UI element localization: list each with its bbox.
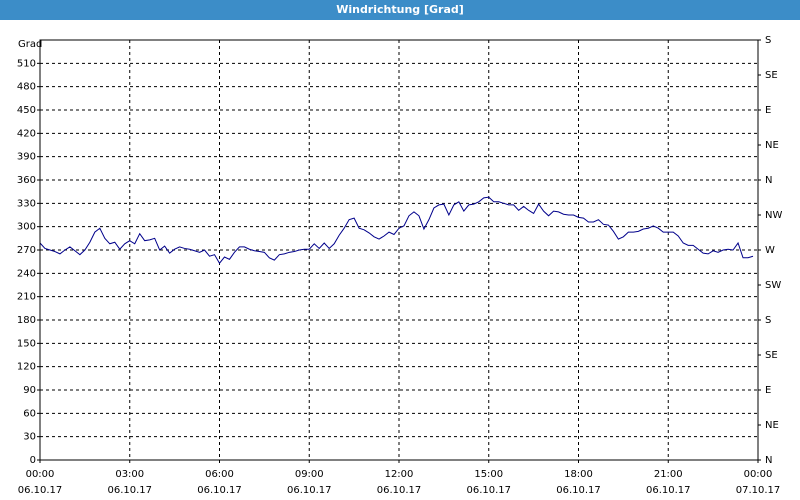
- y2-tick-label: W: [765, 245, 775, 256]
- x-tick-label: 09:00: [295, 469, 324, 480]
- y-tick-label: 120: [17, 362, 36, 373]
- y-tick-label: 270: [17, 245, 36, 256]
- y-tick-label: 150: [17, 338, 36, 349]
- x-tick-date: 06.10.17: [646, 485, 691, 496]
- y2-tick-label: NE: [765, 420, 779, 431]
- x-tick-date: 06.10.17: [556, 485, 601, 496]
- x-tick-date: 06.10.17: [18, 485, 63, 496]
- y-tick-label: 0: [30, 455, 36, 466]
- x-tick-date: 06.10.17: [377, 485, 422, 496]
- y-tick-label: 240: [17, 268, 36, 279]
- y2-tick-label: S: [765, 35, 771, 46]
- y-tick-label: 300: [17, 222, 36, 233]
- y-axis-label: Grad: [18, 39, 42, 50]
- y-tick-label: 480: [17, 82, 36, 93]
- y2-tick-label: SE: [765, 350, 778, 361]
- y-tick-label: 30: [23, 432, 36, 443]
- y-tick-label: 210: [17, 292, 36, 303]
- x-tick-label: 03:00: [115, 469, 144, 480]
- y2-tick-label: E: [765, 105, 771, 116]
- y-tick-label: 360: [17, 175, 36, 186]
- line-series: [39, 196, 754, 265]
- y2-tick-label: NE: [765, 140, 779, 151]
- y-tick-label: 420: [17, 128, 36, 139]
- y-tick-label: 510: [17, 58, 36, 69]
- labels: 0 30 60 90 120 150 180 210 240 270 300 330 360 390 420…: [17, 35, 783, 496]
- x-tick-date: 06.10.17: [107, 485, 152, 496]
- x-tick-date: 06.10.17: [466, 485, 511, 496]
- x-tick-label: 18:00: [564, 469, 593, 480]
- y-tick-label: 180: [17, 315, 36, 326]
- x-tick-label: 06:00: [205, 469, 234, 480]
- y-tick-label: 390: [17, 152, 36, 163]
- x-tick-label: 15:00: [474, 469, 503, 480]
- y-tick-label: 450: [17, 105, 36, 116]
- y-tick-label: 330: [17, 198, 36, 209]
- y2-tick-label: N: [765, 175, 772, 186]
- x-tick-date: 06.10.17: [287, 485, 332, 496]
- x-tick-label: 21:00: [654, 469, 683, 480]
- y-tick-label: 60: [23, 408, 36, 419]
- y2-tick-label: E: [765, 385, 771, 396]
- y2-tick-label: S: [765, 315, 771, 326]
- plot: [39, 196, 754, 265]
- y2-tick-label: N: [765, 455, 772, 466]
- title-bar: [0, 0, 800, 20]
- chart-title: Windrichtung [Grad]: [336, 3, 464, 16]
- x-tick-label: 00:00: [26, 469, 55, 480]
- x-tick-label: 12:00: [385, 469, 414, 480]
- x-tick-label: 00:00: [744, 469, 773, 480]
- x-tick-date: 06.10.17: [197, 485, 242, 496]
- y2-tick-label: SE: [765, 70, 778, 81]
- y2-tick-label: SW: [765, 280, 781, 291]
- y-tick-label: 90: [23, 385, 36, 396]
- grid: [39, 40, 759, 461]
- x-tick-date: 07.10.17: [736, 485, 781, 496]
- y2-tick-label: NW: [765, 210, 782, 221]
